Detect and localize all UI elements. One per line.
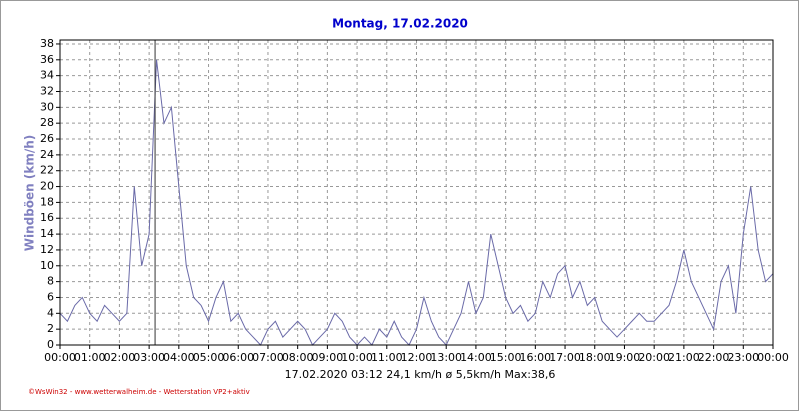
x-tick-label: 07:00 (252, 351, 284, 364)
x-tick-label: 12:00 (401, 351, 433, 364)
x-tick-label: 17:00 (549, 351, 581, 364)
y-tick-label: 26 (40, 132, 54, 145)
y-tick-label: 32 (40, 84, 54, 97)
y-tick-label: 28 (40, 116, 54, 129)
y-tick-label: 34 (40, 69, 54, 82)
y-tick-label: 18 (40, 195, 54, 208)
x-tick-label: 11:00 (371, 351, 403, 364)
x-tick-label: 21:00 (668, 351, 700, 364)
x-tick-label: 14:00 (460, 351, 492, 364)
x-tick-label: 20:00 (638, 351, 670, 364)
x-tick-label: 02:00 (104, 351, 136, 364)
y-tick-label: 0 (47, 338, 54, 351)
y-axis-label: Windböen (km/h) (23, 135, 37, 252)
y-tick-label: 4 (47, 306, 54, 319)
y-tick-label: 36 (40, 53, 54, 66)
x-tick-label: 08:00 (282, 351, 314, 364)
y-tick-label: 30 (40, 100, 54, 113)
plot-border (59, 39, 774, 346)
x-tick-label: 00:00 (44, 351, 76, 364)
y-tick-label: 16 (40, 211, 54, 224)
footer: ©WsWin32 - www.wetterwalheim.de - Wetter… (28, 388, 250, 396)
y-tick-label: 6 (47, 290, 54, 303)
y-tick-label: 14 (40, 227, 54, 240)
x-tick-label: 04:00 (163, 351, 195, 364)
y-tick-label: 24 (40, 148, 54, 161)
y-tick-label: 22 (40, 164, 54, 177)
x-tick-label: 19:00 (609, 351, 641, 364)
x-tick-label: 10:00 (341, 351, 373, 364)
x-tick-label: 06:00 (222, 351, 254, 364)
x-tick-label: 15:00 (490, 351, 522, 364)
x-tick-label: 22:00 (698, 351, 730, 364)
x-tick-label: 16:00 (519, 351, 551, 364)
x-tick-label: 18:00 (579, 351, 611, 364)
y-tick-label: 10 (40, 259, 54, 272)
x-tick-label: 09:00 (312, 351, 344, 364)
x-tick-label: 00:00 (757, 351, 789, 364)
status-line: 17.02.2020 03:12 24,1 km/h ø 5,5km/h Max… (285, 368, 556, 381)
x-tick-label: 01:00 (74, 351, 106, 364)
y-tick-label: 38 (40, 37, 54, 50)
y-tick-label: 12 (40, 243, 54, 256)
x-tick-label: 23:00 (727, 351, 759, 364)
y-tick-label: 8 (47, 275, 54, 288)
line-series (59, 59, 774, 346)
x-tick-label: 03:00 (133, 351, 165, 364)
chart-title: Montag, 17.02.2020 (332, 17, 468, 31)
x-tick-label: 05:00 (193, 351, 225, 364)
x-tick-label: 13:00 (430, 351, 462, 364)
y-tick-label: 2 (47, 322, 54, 335)
y-tick-label: 20 (40, 180, 54, 193)
